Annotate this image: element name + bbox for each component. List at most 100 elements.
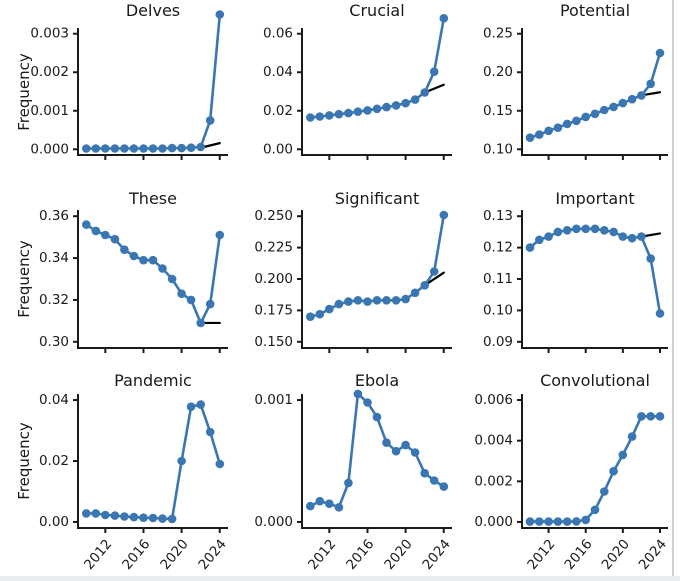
data-point — [167, 143, 177, 153]
chart-panel-convolutional: Convolutional 0.000 0.002 0.004 0.006 2012 20… — [455, 366, 680, 581]
data-point — [572, 224, 581, 234]
y-tick-label: 0.004 — [474, 433, 513, 449]
chart-panel-crucial: Crucial 0.00 0.02 0.04 0.06 — [240, 0, 455, 186]
data-point — [382, 438, 391, 447]
data-point — [215, 459, 225, 469]
data-point — [129, 251, 139, 261]
window-bottom-strip — [0, 576, 680, 581]
data-point — [315, 112, 325, 121]
data-point — [581, 224, 590, 234]
data-point — [525, 243, 535, 252]
data-point — [410, 288, 420, 298]
data-point — [315, 496, 325, 506]
data-point — [627, 233, 637, 243]
y-tick-label: 0.25 — [483, 26, 513, 42]
data-point — [600, 487, 609, 496]
data-point — [101, 510, 110, 520]
data-point — [139, 513, 148, 522]
data-point — [196, 142, 205, 152]
data-point — [544, 126, 553, 136]
data-point — [655, 309, 665, 318]
series-line — [85, 13, 222, 150]
data-point — [82, 509, 91, 518]
data-point — [637, 232, 646, 241]
data-point — [401, 294, 410, 304]
data-point — [553, 227, 563, 237]
x-tick-label: 2024 — [419, 536, 453, 573]
y-tick-label: 0.002 — [474, 473, 513, 489]
data-point — [372, 296, 382, 305]
data-point — [655, 412, 665, 421]
y-tick-label: 0.001 — [254, 392, 293, 408]
y-tick-label: 0.10 — [483, 302, 513, 318]
plot-important: 0.09 0.10 0.11 0.12 0.13 — [483, 208, 668, 353]
axis-spines — [521, 394, 668, 529]
chart-panel-significant: Significant 0.150 0.175 0.200 0.225 0.250 — [240, 186, 455, 366]
plot-potential: 0.10 0.15 0.20 0.25 — [483, 26, 668, 160]
data-point — [439, 13, 449, 23]
data-point — [609, 227, 618, 237]
data-point — [158, 264, 167, 273]
data-point — [590, 109, 600, 119]
x-tick-label: 2024 — [636, 536, 670, 573]
y-tick-label: 0.000 — [254, 514, 293, 530]
axis-spines — [521, 28, 668, 156]
y-tick-label: 0.02 — [263, 103, 293, 119]
data-point — [353, 296, 363, 305]
x-tick-label: 2016 — [119, 536, 153, 573]
data-point — [382, 102, 391, 112]
data-point — [544, 517, 553, 526]
plot-these: 0.30 0.32 0.34 0.36 — [39, 208, 228, 353]
data-point — [158, 144, 167, 153]
data-point — [609, 466, 618, 476]
chart-panel-delves: Delves 0.000 0.001 0.002 0.003 — [0, 0, 240, 186]
data-point — [177, 456, 186, 466]
data-point — [429, 267, 439, 276]
series-line — [309, 392, 446, 509]
data-point — [139, 144, 148, 153]
data-point — [91, 226, 101, 236]
y-tick-label: 0.00 — [263, 141, 293, 157]
data-point — [646, 79, 655, 89]
series-line — [528, 227, 662, 315]
data-point — [420, 88, 429, 97]
data-point — [600, 105, 609, 115]
x-tick-label: 2016 — [343, 536, 377, 573]
x-tick-label: 2024 — [195, 536, 229, 573]
data-point — [148, 255, 158, 265]
panel-title-delves: Delves — [125, 1, 181, 20]
y-tick-label: 0.12 — [483, 240, 513, 256]
data-point — [429, 476, 439, 485]
data-point — [391, 296, 401, 305]
data-point — [401, 440, 410, 450]
data-point — [186, 143, 196, 152]
y-tick-label: 0.002 — [30, 64, 69, 80]
y-tick-label: 0.10 — [483, 141, 513, 157]
data-point — [363, 106, 372, 115]
data-point — [382, 296, 391, 305]
data-point — [177, 143, 186, 153]
data-point — [363, 398, 372, 407]
y-tick-label: 0.15 — [483, 103, 513, 119]
chart-panel-ebola: Ebola 0.000 0.001 2012 2016 2020 2024 — [240, 366, 455, 581]
data-point — [101, 144, 110, 153]
data-point — [372, 104, 382, 114]
data-point — [439, 210, 449, 220]
data-point — [353, 389, 363, 399]
data-point — [110, 234, 120, 244]
panel-title-ebola: Ebola — [354, 371, 400, 390]
series-line — [309, 17, 446, 119]
panel-title-pandemic: Pandemic — [114, 371, 192, 390]
data-point — [562, 517, 572, 526]
plot-convolutional: 0.000 0.002 0.004 0.006 2012 2016 2020 2024 — [474, 392, 670, 573]
y-tick-label: 0.00 — [39, 514, 69, 530]
data-point — [186, 402, 196, 411]
axis-spines — [301, 394, 452, 529]
window-right-edge — [672, 0, 674, 576]
data-point — [177, 289, 186, 298]
data-point — [120, 245, 129, 254]
y-tick-label: 0.36 — [39, 208, 69, 224]
x-tick-label: 2020 — [381, 536, 415, 573]
chart-panel-potential: Potential 0.10 0.15 0.20 0.25 — [455, 0, 680, 186]
data-point — [590, 505, 600, 515]
